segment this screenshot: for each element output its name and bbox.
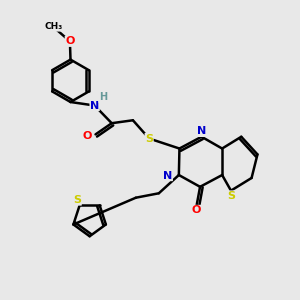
Text: O: O (82, 131, 92, 141)
Text: CH₃: CH₃ (44, 22, 62, 31)
Text: S: S (228, 191, 236, 201)
Text: H: H (99, 92, 107, 102)
Text: O: O (192, 206, 201, 215)
Text: O: O (65, 36, 75, 46)
Text: N: N (163, 171, 172, 181)
Text: N: N (90, 100, 99, 110)
Text: S: S (73, 195, 81, 205)
Text: N: N (197, 126, 207, 136)
Text: S: S (145, 134, 153, 143)
